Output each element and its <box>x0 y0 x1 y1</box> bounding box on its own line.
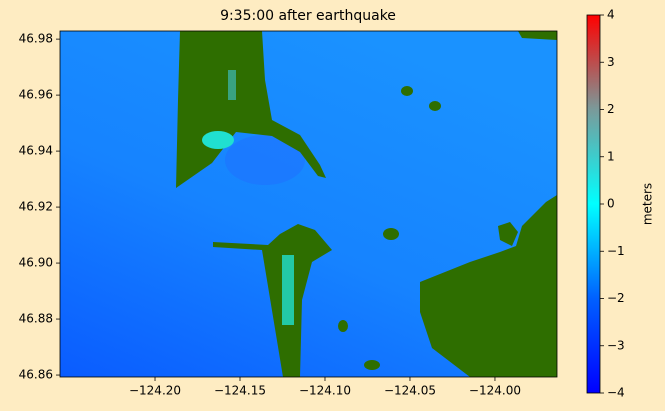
x-tick-label: −124.00 <box>469 384 521 398</box>
shallow <box>202 131 234 149</box>
colorbar-tick-label: −3 <box>607 338 625 352</box>
colorbar-tick-label: 0 <box>607 197 615 211</box>
y-tick-label: 46.96 <box>19 88 53 102</box>
colorbar-label: meters <box>641 183 655 225</box>
land <box>213 224 332 377</box>
y-tick-label: 46.88 <box>19 312 53 326</box>
x-tick-label: −124.10 <box>299 384 351 398</box>
x-tick-label: −124.15 <box>214 384 266 398</box>
chart-title: 9:35:00 after earthquake <box>220 8 396 24</box>
land <box>498 222 518 246</box>
x-tick-label: −124.05 <box>384 384 436 398</box>
colorbar-tick-label: −1 <box>607 244 625 258</box>
island <box>338 320 348 332</box>
shallow <box>282 255 294 325</box>
water-shade <box>225 135 305 185</box>
island <box>383 228 399 240</box>
colorbar-tick-label: −4 <box>607 386 625 400</box>
shallow <box>228 70 236 100</box>
y-tick-label: 46.92 <box>19 200 53 214</box>
y-tick-label: 46.98 <box>19 32 53 46</box>
y-tick-label: 46.90 <box>19 256 53 270</box>
y-tick-label: 46.94 <box>19 144 53 158</box>
map <box>59 30 558 378</box>
island <box>429 101 441 111</box>
x-tick-label: −124.20 <box>129 384 181 398</box>
land <box>176 31 326 188</box>
island <box>401 86 413 96</box>
colorbar-tick-label: 1 <box>607 149 615 163</box>
land <box>518 31 557 40</box>
colorbar-tick-label: −2 <box>607 291 625 305</box>
land <box>420 195 557 377</box>
axes-frame <box>59 30 558 378</box>
island <box>364 360 380 370</box>
y-tick-label: 46.86 <box>19 368 53 382</box>
colorbar-tick-label: 3 <box>607 55 615 69</box>
colorbar <box>586 14 601 394</box>
colorbar-tick-label: 4 <box>607 8 615 22</box>
colorbar-tick-label: 2 <box>607 102 615 116</box>
